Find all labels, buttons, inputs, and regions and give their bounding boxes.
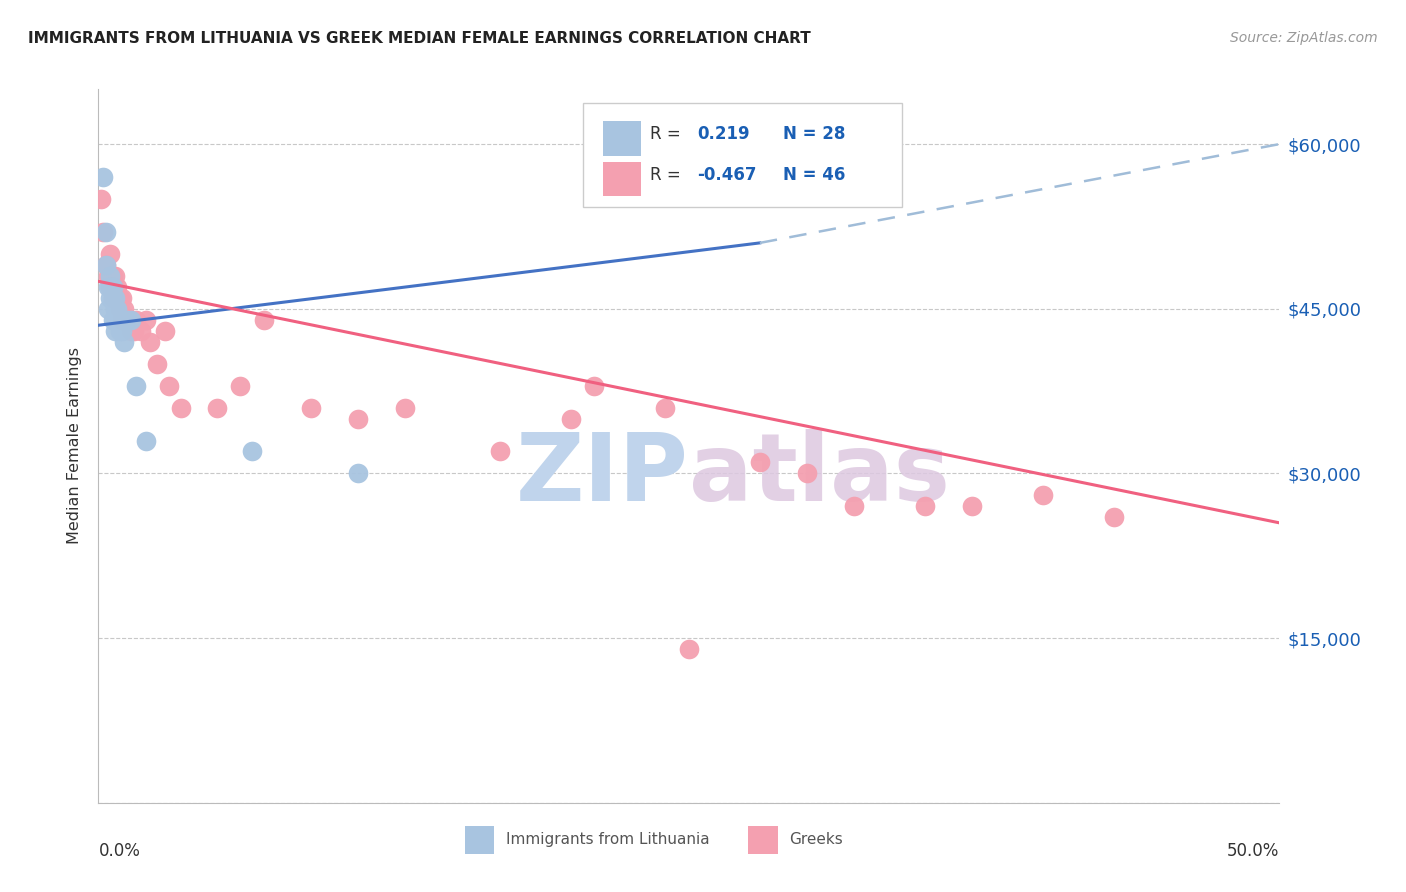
Text: 0.0%: 0.0% — [98, 842, 141, 860]
Point — [112, 334, 135, 349]
Point — [94, 258, 117, 272]
Point — [104, 301, 127, 316]
Point — [121, 312, 143, 326]
Point — [101, 268, 124, 283]
FancyBboxPatch shape — [603, 162, 641, 196]
Point — [105, 280, 128, 294]
Point — [101, 291, 124, 305]
Text: 0.219: 0.219 — [697, 125, 749, 143]
Point — [104, 324, 127, 338]
Point — [139, 334, 162, 349]
Text: Greeks: Greeks — [789, 832, 844, 847]
Point — [489, 444, 512, 458]
Point — [170, 401, 193, 415]
Point — [94, 258, 117, 272]
Point — [748, 455, 770, 469]
Point — [118, 312, 141, 326]
FancyBboxPatch shape — [748, 826, 778, 855]
Point — [98, 247, 121, 261]
Text: R =: R = — [650, 166, 681, 184]
Point — [104, 268, 127, 283]
Point — [583, 378, 606, 392]
Point — [94, 225, 117, 239]
Point — [1102, 510, 1125, 524]
Point — [101, 280, 124, 294]
Text: atlas: atlas — [689, 428, 950, 521]
Point — [153, 324, 176, 338]
Text: N = 28: N = 28 — [783, 125, 846, 143]
Text: -0.467: -0.467 — [697, 166, 756, 184]
Point — [91, 169, 114, 184]
Point — [111, 312, 134, 326]
Point — [111, 324, 134, 338]
Point — [104, 312, 127, 326]
Text: IMMIGRANTS FROM LITHUANIA VS GREEK MEDIAN FEMALE EARNINGS CORRELATION CHART: IMMIGRANTS FROM LITHUANIA VS GREEK MEDIA… — [28, 31, 811, 46]
Point — [125, 312, 148, 326]
Point — [108, 301, 131, 316]
Point — [108, 312, 131, 326]
Point — [135, 434, 157, 448]
FancyBboxPatch shape — [582, 103, 901, 207]
Point — [125, 378, 148, 392]
FancyBboxPatch shape — [603, 121, 641, 155]
Point — [97, 280, 120, 294]
Point — [104, 291, 127, 305]
Point — [240, 444, 263, 458]
Point — [97, 301, 120, 316]
Point — [121, 324, 143, 338]
Point — [98, 280, 121, 294]
Point — [914, 500, 936, 514]
Point — [796, 467, 818, 481]
Text: ZIP: ZIP — [516, 428, 689, 521]
Point — [1032, 488, 1054, 502]
Point — [101, 291, 124, 305]
Text: Immigrants from Lithuania: Immigrants from Lithuania — [506, 832, 710, 847]
Point — [347, 467, 370, 481]
Point — [98, 291, 121, 305]
Point — [115, 312, 138, 326]
Point — [205, 401, 228, 415]
Point — [299, 401, 322, 415]
Point — [104, 291, 127, 305]
Point — [98, 280, 121, 294]
Point — [115, 312, 138, 326]
Point — [157, 378, 180, 392]
Point — [111, 291, 134, 305]
Point — [101, 312, 124, 326]
Point — [135, 312, 157, 326]
Point — [129, 324, 152, 338]
Point — [253, 312, 276, 326]
Y-axis label: Median Female Earnings: Median Female Earnings — [67, 348, 83, 544]
Point — [146, 357, 169, 371]
Point — [394, 401, 416, 415]
Text: 50.0%: 50.0% — [1227, 842, 1279, 860]
Point — [654, 401, 676, 415]
Point — [97, 268, 120, 283]
Point — [108, 291, 131, 305]
Point — [560, 411, 582, 425]
Point — [90, 192, 112, 206]
Point — [112, 301, 135, 316]
Point — [678, 642, 700, 657]
Point — [844, 500, 866, 514]
FancyBboxPatch shape — [464, 826, 494, 855]
Point — [91, 225, 114, 239]
Point — [111, 312, 134, 326]
Text: R =: R = — [650, 125, 681, 143]
Point — [347, 411, 370, 425]
Point — [108, 324, 131, 338]
Point — [122, 324, 145, 338]
Point — [229, 378, 252, 392]
Point — [962, 500, 984, 514]
Point — [105, 312, 128, 326]
Text: N = 46: N = 46 — [783, 166, 846, 184]
Text: Source: ZipAtlas.com: Source: ZipAtlas.com — [1230, 31, 1378, 45]
Point — [105, 301, 128, 316]
Point — [98, 268, 121, 283]
